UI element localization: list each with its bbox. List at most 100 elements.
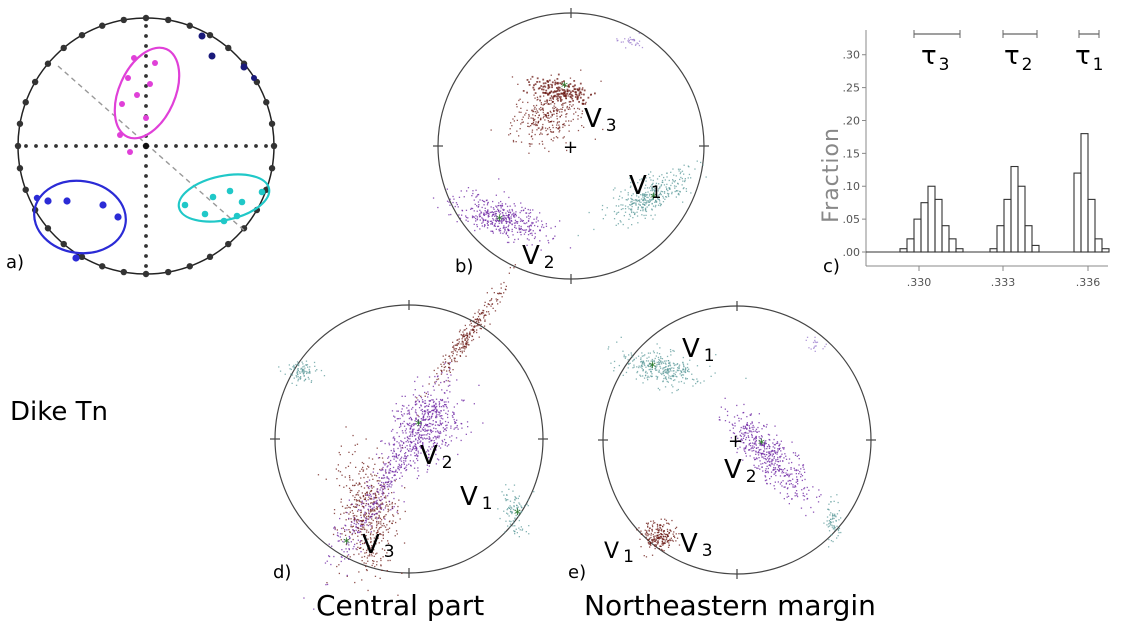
y-axis-label: Fraction	[819, 127, 844, 223]
rim-dot	[142, 270, 150, 278]
confidence-ellipse-magenta	[113, 46, 181, 140]
rim-dot	[99, 263, 106, 270]
cyan-points	[181, 187, 266, 225]
panel-e-letter: e)	[568, 562, 586, 583]
panel-c-letter: c)	[823, 256, 840, 277]
cross-dot	[34, 144, 38, 148]
caption-central-part: Central part	[316, 589, 484, 622]
histogram-bar	[1003, 198, 1012, 253]
rim-dot	[44, 225, 52, 232]
histogram-bar	[1010, 165, 1019, 253]
cloud-v1-right	[497, 484, 535, 538]
plot-frame	[866, 30, 1108, 266]
mean-star: *	[650, 191, 657, 207]
mean-star: *	[496, 213, 503, 229]
rim-dot	[206, 31, 214, 39]
cross-dot	[144, 244, 148, 248]
rim-dot	[99, 22, 106, 29]
histogram-bar	[913, 218, 922, 253]
cross-dot	[204, 144, 208, 148]
histogram-bar	[996, 225, 1005, 253]
cloud-v2-streak	[303, 368, 458, 610]
cross-dot	[144, 264, 148, 268]
y-tick-label: .10	[843, 180, 861, 193]
cloud-v2-fringe	[616, 32, 644, 49]
magenta-points	[117, 55, 158, 155]
cross-dot	[144, 214, 148, 218]
cross-dot	[144, 184, 148, 188]
rim-dot	[60, 240, 67, 248]
rim-dot	[268, 120, 276, 127]
cloud-v3-core	[522, 73, 596, 105]
cross-dot	[144, 74, 148, 78]
cross-dot	[144, 24, 148, 28]
cross-dot	[144, 174, 148, 178]
cross-dot	[74, 144, 78, 148]
cloud-v3	[490, 69, 604, 154]
cloud-v2-core	[368, 362, 484, 503]
rim-dot	[270, 142, 278, 150]
y-tick-label: .00	[843, 246, 861, 259]
cross-dot	[214, 144, 218, 148]
histogram-bar	[934, 198, 943, 253]
rim-dot	[165, 16, 172, 24]
cloud-v3	[636, 518, 681, 558]
y-tick-label: .20	[843, 114, 861, 127]
mean-star: *	[649, 360, 656, 376]
cross-dot	[84, 144, 88, 148]
y-tick-label: .25	[843, 82, 861, 95]
cloud-v1-rim	[823, 494, 842, 548]
stereonet-a-crosshair	[24, 24, 268, 268]
cross-dot	[144, 54, 148, 58]
cross-dot	[144, 104, 148, 108]
cross-dot	[154, 144, 158, 148]
cross-dot	[144, 124, 148, 128]
rim-dot	[120, 268, 127, 276]
y-tick-label: .30	[843, 49, 861, 62]
cross-dot	[44, 144, 48, 148]
cloud-v2	[718, 397, 822, 517]
rim-dot	[44, 60, 52, 67]
rim-dot	[60, 44, 67, 52]
mean-star: *	[561, 80, 568, 96]
rim-dot	[31, 78, 39, 86]
cross-dot	[224, 144, 228, 148]
rim-dot	[78, 253, 86, 261]
cross-dot	[174, 144, 178, 148]
histogram-bar	[941, 225, 950, 253]
y-tick-label: .05	[843, 213, 861, 226]
cross-dot	[144, 94, 148, 98]
histogram-bar	[1087, 198, 1096, 253]
center-marker: +	[563, 137, 578, 158]
cross-dot	[114, 144, 118, 148]
histogram-bar	[927, 185, 936, 253]
cross-dot	[234, 144, 238, 148]
navy-points	[198, 32, 257, 81]
cross-dot	[104, 144, 108, 148]
rim-dot	[225, 240, 232, 248]
rim-dot	[142, 14, 150, 22]
cloud-v3-girdle	[415, 264, 516, 417]
rim-dot	[22, 99, 29, 106]
confidence-ellipse-blue	[33, 179, 127, 255]
rim-dot	[225, 44, 232, 52]
histogram-bar	[1024, 225, 1033, 253]
cross-dot	[144, 44, 148, 48]
cross-dot	[254, 144, 258, 148]
rim-dot	[268, 165, 276, 172]
cross-dot	[144, 194, 148, 198]
mean-star: *	[415, 418, 422, 434]
